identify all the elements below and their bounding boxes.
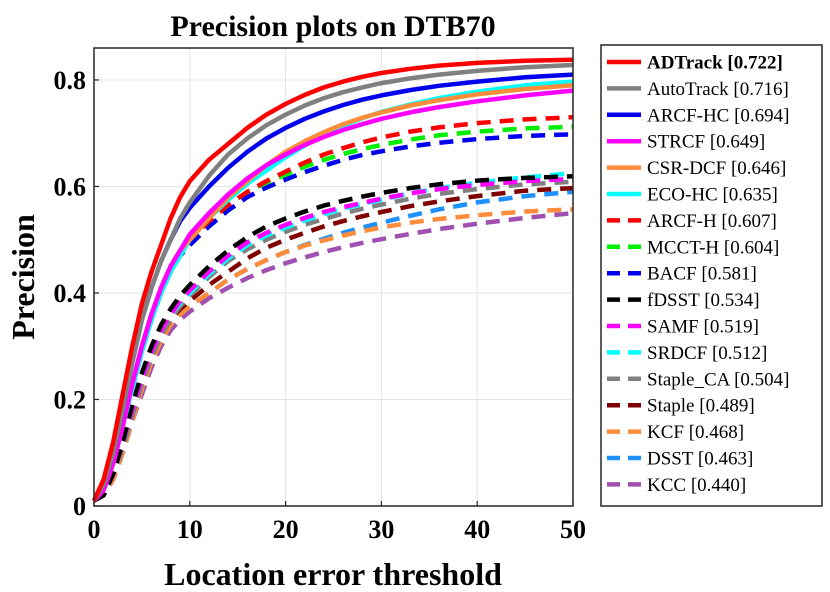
legend-label: AutoTrack [0.716]	[647, 79, 789, 100]
legend-label: SRDCF [0.512]	[647, 343, 767, 364]
ticks: 0 10 20 30 40 50 0 0.2 0.4 0.6 0.8	[54, 66, 587, 544]
x-tick-label: 30	[368, 515, 394, 544]
x-tick-label: 50	[560, 515, 586, 544]
x-tick-label: 20	[273, 515, 299, 544]
series-line	[92, 88, 574, 503]
series-line	[92, 174, 574, 503]
legend-label: DSST [0.463]	[647, 449, 753, 470]
series-line	[92, 124, 574, 503]
y-tick-label: 0.2	[54, 385, 87, 414]
legend-label: BACF [0.581]	[647, 264, 757, 285]
legend-label: ARCF-HC [0.694]	[647, 105, 790, 126]
series-line	[92, 114, 574, 503]
legend-label: ADTrack [0.722]	[647, 53, 783, 74]
legend-label: CSR-DCF [0.646]	[647, 158, 786, 179]
legend-label: ECO-HC [0.635]	[647, 185, 778, 206]
legend-label: Staple [0.489]	[647, 396, 755, 417]
legend-label: KCF [0.468]	[647, 422, 744, 443]
y-axis-label: Precision	[5, 214, 41, 340]
chart-title: Precision plots on DTB70	[170, 10, 495, 43]
x-tick-label: 0	[88, 515, 101, 544]
legend-label: fDSST [0.534]	[647, 290, 760, 311]
legend-label: Staple_CA [0.504]	[647, 369, 790, 390]
series-line	[91, 57, 574, 502]
x-axis-label: Location error threshold	[164, 556, 502, 592]
legend-label: KCC [0.440]	[647, 475, 746, 496]
y-tick-label: 0.4	[54, 279, 87, 308]
legend-label: STRCF [0.649]	[647, 132, 765, 153]
y-tick-label: 0.8	[54, 66, 87, 95]
y-tick-label: 0	[73, 492, 86, 521]
legend-label: SAMF [0.519]	[647, 317, 759, 338]
series-line	[92, 62, 574, 502]
series-line	[92, 210, 574, 503]
y-tick-label: 0.6	[54, 172, 87, 201]
x-tick-label: 40	[464, 515, 490, 544]
series-line	[92, 79, 574, 503]
x-tick-label: 10	[177, 515, 203, 544]
plot-frame	[93, 47, 574, 507]
legend: ADTrack [0.722] AutoTrack [0.716] ARCF-HC …	[600, 44, 823, 507]
series-line	[92, 132, 574, 503]
legend-label: ARCF-H [0.607]	[647, 211, 777, 232]
legend-box	[600, 44, 823, 507]
legend-label: MCCT-H [0.604]	[647, 237, 779, 258]
series-lines	[91, 57, 574, 503]
